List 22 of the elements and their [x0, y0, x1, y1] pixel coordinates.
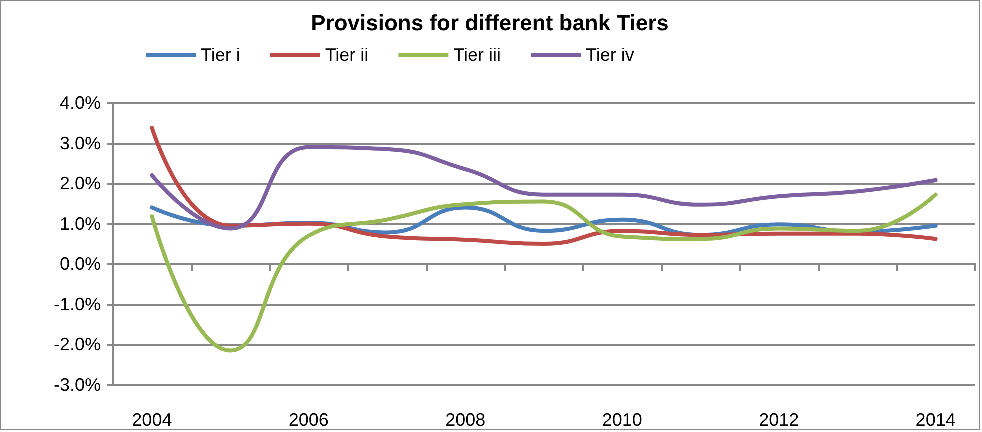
y-tick-label: -1.0% — [54, 294, 101, 314]
y-tick-label: 2.0% — [60, 174, 101, 194]
x-tick-label: 2004 — [132, 410, 172, 430]
x-tick-label: 2012 — [759, 410, 800, 430]
line-series — [150, 126, 938, 246]
x-tick-label: 2008 — [446, 410, 486, 430]
y-tick-label: -2.0% — [54, 334, 101, 355]
line-series — [150, 145, 938, 231]
y-tick-label: 1.0% — [60, 214, 101, 234]
x-tick-label: 2014 — [916, 410, 956, 430]
y-tick-label: -3.0% — [54, 375, 101, 395]
y-tick-label: 0.0% — [60, 254, 101, 274]
x-tick-label: 2006 — [288, 410, 329, 430]
x-tick-label: 2010 — [602, 410, 642, 430]
legend-label: Tier iv — [586, 45, 634, 65]
legend-label: Tier i — [201, 45, 240, 65]
y-tick-label: 4.0% — [60, 93, 101, 113]
legend-label: Tier iii — [454, 45, 502, 65]
legend-label: Tier ii — [325, 45, 369, 65]
y-tick-label: 3.0% — [60, 133, 101, 154]
chart-title: Provisions for different bank Tiers — [311, 10, 669, 36]
line-series — [150, 192, 938, 353]
